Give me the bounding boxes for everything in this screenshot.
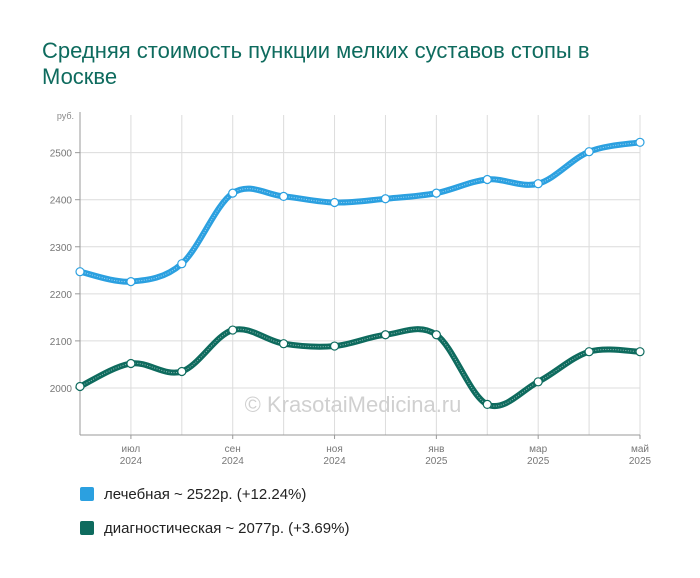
data-point [228,325,238,335]
data-point [75,267,85,277]
x-tick-label-year: 2024 [120,456,143,467]
data-point [380,330,391,340]
data-point [380,194,391,204]
data-point [75,381,85,392]
legend: лечебная ~ 2522р. (+12.24%) диагностичес… [80,484,349,552]
legend-summary: 2522р. (+12.24%) [186,485,307,503]
data-point [329,341,340,351]
data-point [533,179,543,189]
line-chart: 200021002200230024002500руб.июл2024сен20… [50,111,652,467]
y-tick-label: 2100 [50,337,73,348]
legend-summary: 2077р. (+3.69%) [238,519,350,537]
data-point [279,339,289,349]
y-tick-label: 2400 [50,196,73,207]
grid [80,115,641,435]
series-line-texture [79,141,641,283]
series-diagnostic [75,325,645,410]
x-tick-label-year: 2025 [629,456,652,467]
axes: 200021002200230024002500руб.июл2024сен20… [50,111,652,467]
legend-separator: ~ [225,519,235,537]
legend-swatch-therapeutic [80,487,94,501]
x-tick-label-month: мар [529,444,547,455]
data-point [482,399,492,410]
data-point [177,259,187,269]
x-tick-label-year: 2025 [527,456,550,467]
chart-title: Средняя стоимость пункции мелких суставо… [42,38,590,89]
data-point [279,191,289,202]
x-tick-label-month: июл [122,444,141,455]
y-tick-label: 2500 [50,149,73,160]
legend-item-therapeutic: лечебная ~ 2522р. (+12.24%) [80,484,349,504]
y-tick-label: 2200 [50,290,73,301]
data-point [584,347,594,357]
legend-item-diagnostic: диагностическая ~ 2077р. (+3.69%) [80,518,349,538]
legend-label: диагностическая [104,519,222,537]
x-tick-label-year: 2024 [323,456,346,467]
data-point [228,188,238,198]
x-tick-label-year: 2024 [222,456,245,467]
legend-separator: ~ [173,485,183,503]
x-tick-label-month: май [631,444,649,455]
x-tick-label-month: сен [225,444,241,455]
data-point [329,197,340,208]
y-tick-label: 2000 [50,384,73,395]
series-therapeutic [75,137,645,287]
data-point [635,137,645,147]
x-tick-label-month: ноя [326,444,343,455]
data-point [482,174,492,185]
series-line [77,139,643,285]
legend-swatch-diagnostic [80,521,94,535]
data-point [584,147,594,157]
data-point [126,276,136,287]
watermark: © KrasotaiMedicina.ru [245,392,462,417]
x-tick-label-year: 2025 [425,456,448,467]
data-point [431,330,441,340]
y-axis-unit: руб. [57,111,74,121]
y-tick-label: 2300 [50,243,73,254]
data-point [126,358,136,369]
data-point [177,366,187,377]
series-layer [75,137,645,410]
data-point [431,188,441,198]
data-point [635,347,645,357]
legend-label: лечебная [104,485,170,503]
data-point [533,377,543,387]
x-tick-label-month: янв [428,444,444,455]
